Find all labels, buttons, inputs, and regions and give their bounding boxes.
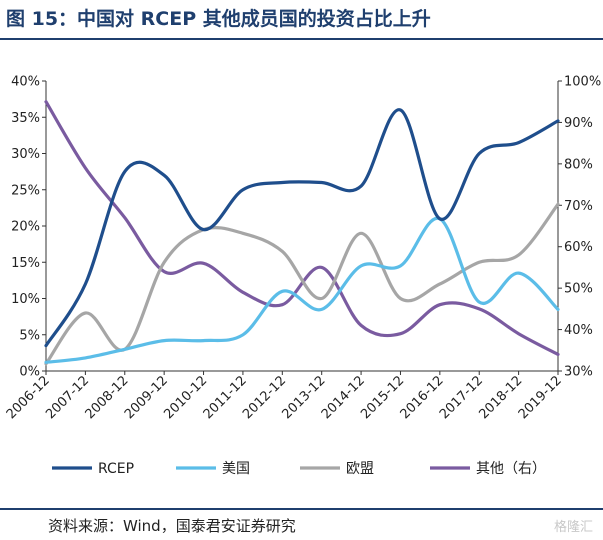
legend-label-0: RCEP (98, 461, 134, 477)
y-right-tick-label: 60% (564, 240, 593, 255)
x-tick-label: 2019-12 (516, 373, 565, 422)
y-right-tick-label: 90% (564, 116, 593, 131)
line-chart: 0% 5% 10% 15% 20% 25% 30% 35% 40% 30% 40% 50% 60% 70%… (4, 75, 601, 478)
y-right-tick-label: 100% (564, 75, 601, 90)
y-left-tick-label: 20% (11, 220, 40, 235)
y-left-tick-label: 35% (11, 111, 40, 126)
series-line-0 (44, 108, 560, 348)
y-right-tick-label: 40% (564, 323, 593, 338)
y-right-tick-label: 70% (564, 199, 593, 214)
source-bar: 资料来源：Wind，国泰君安证券研究 格隆汇 (0, 508, 603, 540)
y-right-tick-label: 30% (564, 365, 593, 380)
series-line-1 (44, 216, 560, 364)
title-bar: 图 15：中国对 RCEP 其他成员国的投资占比上升 (0, 0, 603, 40)
y-left-tick-label: 30% (11, 147, 40, 162)
series-line-3 (44, 100, 560, 356)
legend-label-3: 其他（右） (476, 461, 546, 477)
source-text: 资料来源：Wind，国泰君安证券研究 (48, 517, 296, 535)
watermark: 格隆汇 (553, 520, 593, 535)
y-left-tick-label: 40% (11, 75, 40, 90)
y-left-tick-label: 10% (11, 292, 40, 307)
y-right-tick-label: 80% (564, 157, 593, 172)
y-left-tick-label: 15% (11, 256, 40, 271)
legend-label-1: 美国 (222, 461, 250, 477)
legend-label-2: 欧盟 (346, 461, 374, 477)
y-left-tick-label: 25% (11, 183, 40, 198)
chart-title: 图 15：中国对 RCEP 其他成员国的投资占比上升 (6, 8, 431, 30)
y-left-tick-label: 5% (19, 328, 40, 343)
y-left-tick-label: 0% (19, 365, 40, 380)
y-right-tick-label: 50% (564, 282, 593, 297)
